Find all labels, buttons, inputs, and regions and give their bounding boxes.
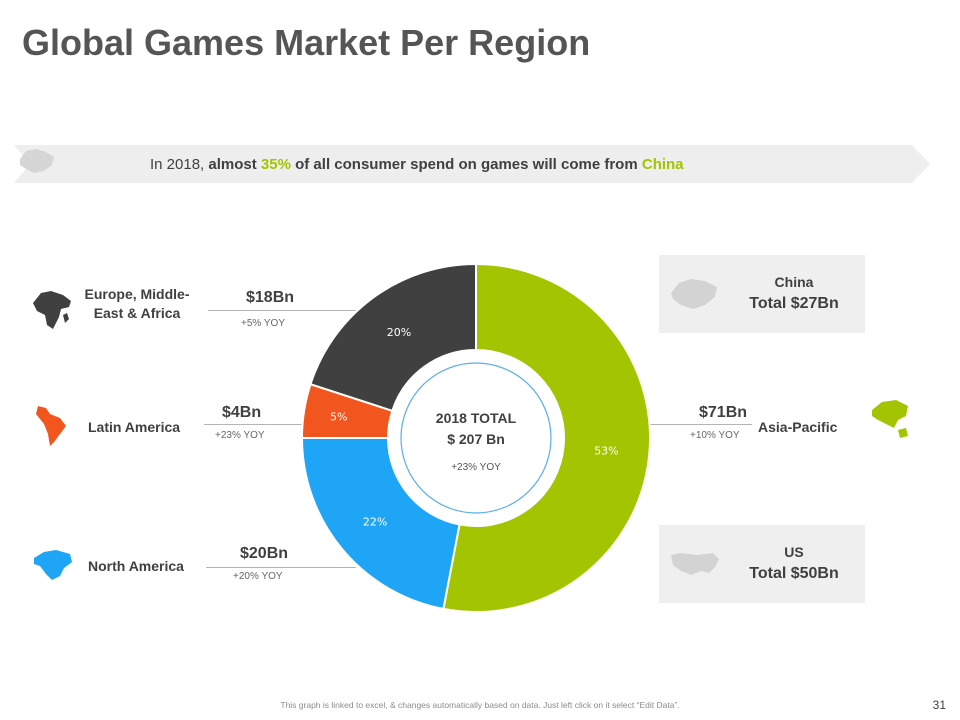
- slice-label-north-america: 22%: [363, 516, 387, 529]
- latin-america-map-icon: [36, 406, 66, 446]
- china-box-name: China: [774, 274, 814, 290]
- headline-percent: 35%: [260, 156, 291, 173]
- amount-apac: $71Bn: [699, 404, 748, 421]
- north-america-map-icon: [34, 550, 72, 580]
- headline-prefix: In 2018,: [150, 156, 209, 173]
- amount-emea: $18Bn: [246, 289, 295, 306]
- region-label-emea: Europe, Middle-East & Africa: [84, 286, 190, 321]
- emea-map-icon: [33, 291, 71, 329]
- center-ring: [400, 362, 552, 514]
- china-total-box: China Total $27Bn: [659, 255, 865, 333]
- slice-label-asia-pacific: 53%: [594, 444, 618, 457]
- us-box-total: Total $50Bn: [749, 565, 839, 582]
- asia-pacific-map-icon: [872, 400, 908, 438]
- yoy-emea: +5% YOY: [241, 318, 286, 329]
- donut-chart: 53% 22% 5% 20% 2018 TOTAL $ 207 Bn +23% YOY: [300, 262, 651, 613]
- yoy-apac: +10% YOY: [690, 430, 740, 441]
- footer-note: This graph is linked to excel, & changes…: [280, 700, 680, 710]
- amount-na: $20Bn: [240, 545, 289, 562]
- region-label-latam: Latin America: [88, 419, 181, 435]
- page-title: Global Games Market Per Region: [22, 22, 591, 63]
- headline-country: China: [641, 156, 684, 173]
- leader-line-latam: [204, 424, 308, 425]
- yoy-latam: +23% YOY: [215, 430, 265, 441]
- headline-bold-2: of all consumer spend on games will come…: [290, 156, 642, 173]
- us-box-name: US: [784, 544, 804, 560]
- center-title: 2018 TOTAL: [436, 410, 517, 426]
- region-label-apac: Asia-Pacific: [758, 419, 838, 435]
- leader-line-na: [206, 567, 356, 568]
- banner-arrow-shape: [14, 145, 930, 183]
- china-map-icon: [671, 279, 717, 309]
- china-box-total: Total $27Bn: [749, 295, 839, 312]
- page-number: 31: [932, 698, 946, 712]
- center-total: $ 207 Bn: [447, 431, 505, 447]
- center-yoy: +23% YOY: [451, 462, 501, 473]
- leader-line-apac: [650, 424, 752, 425]
- leader-line-emea: [208, 310, 364, 311]
- yoy-na: +20% YOY: [233, 571, 283, 582]
- headline-bold-1: almost: [208, 156, 261, 173]
- slice-label-europe-middle-east-africa: 20%: [387, 326, 411, 339]
- us-total-box: US Total $50Bn: [659, 525, 865, 603]
- us-map-icon: [671, 553, 719, 575]
- china-watermark-icon: [20, 149, 54, 173]
- region-label-na: North America: [88, 558, 184, 574]
- headline-text: In 2018, almost 35% of all consumer spen…: [150, 156, 684, 173]
- amount-latam: $4Bn: [222, 404, 262, 421]
- slice-label-latin-america: 5%: [330, 410, 347, 423]
- headline-banner: In 2018, almost 35% of all consumer spen…: [14, 145, 930, 183]
